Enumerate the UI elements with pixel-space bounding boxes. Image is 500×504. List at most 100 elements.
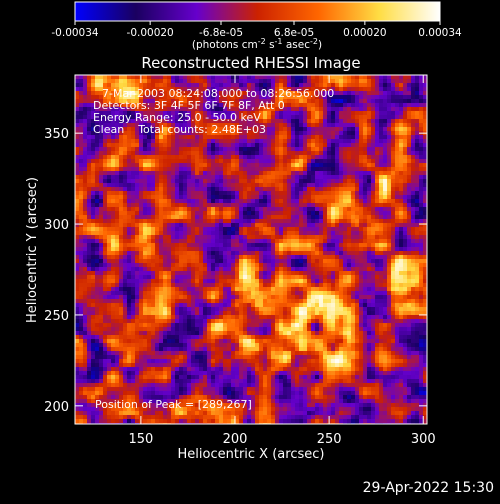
heatmap-cell bbox=[283, 211, 288, 216]
heatmap-cell bbox=[379, 175, 384, 180]
heatmap-cell bbox=[199, 147, 204, 152]
heatmap-cell bbox=[343, 215, 348, 220]
heatmap-cell bbox=[411, 159, 416, 164]
heatmap-cell bbox=[247, 175, 252, 180]
heatmap-cell bbox=[311, 179, 316, 184]
heatmap-cell bbox=[83, 263, 88, 268]
heatmap-cell bbox=[307, 211, 312, 216]
heatmap-cell bbox=[183, 295, 188, 300]
heatmap-cell bbox=[351, 175, 356, 180]
heatmap-cell bbox=[391, 219, 396, 224]
heatmap-cell bbox=[143, 187, 148, 192]
heatmap-cell bbox=[199, 231, 204, 236]
heatmap-cell bbox=[259, 203, 264, 208]
heatmap-cell bbox=[171, 187, 176, 192]
heatmap-cell bbox=[363, 195, 368, 200]
heatmap-cell bbox=[411, 251, 416, 256]
heatmap-cell bbox=[203, 223, 208, 228]
heatmap-cell bbox=[211, 199, 216, 204]
heatmap-cell bbox=[275, 147, 280, 152]
heatmap-cell bbox=[323, 231, 328, 236]
heatmap-cell bbox=[219, 295, 224, 300]
heatmap-cell bbox=[403, 247, 408, 252]
heatmap-cell bbox=[259, 279, 264, 284]
heatmap-cell bbox=[251, 231, 256, 236]
heatmap-cell bbox=[291, 183, 296, 188]
heatmap-cell bbox=[123, 267, 128, 272]
heatmap-cell bbox=[75, 175, 80, 180]
heatmap-cell bbox=[171, 139, 176, 144]
heatmap-cell bbox=[347, 119, 352, 124]
heatmap-cell bbox=[391, 187, 396, 192]
heatmap-cell bbox=[83, 191, 88, 196]
heatmap-cell bbox=[75, 99, 80, 104]
heatmap-cell bbox=[227, 243, 232, 248]
heatmap-cell bbox=[123, 283, 128, 288]
heatmap-cell bbox=[287, 203, 292, 208]
heatmap-cell bbox=[143, 175, 148, 180]
heatmap-cell bbox=[247, 207, 252, 212]
heatmap-cell bbox=[159, 203, 164, 208]
heatmap-cell bbox=[267, 151, 272, 156]
heatmap-cell bbox=[355, 263, 360, 268]
heatmap-cell bbox=[367, 151, 372, 156]
heatmap-cell bbox=[323, 267, 328, 272]
heatmap-cell bbox=[215, 207, 220, 212]
heatmap-cell bbox=[123, 255, 128, 260]
heatmap-cell bbox=[227, 235, 232, 240]
heatmap-cell bbox=[411, 195, 416, 200]
heatmap-cell bbox=[123, 183, 128, 188]
heatmap-cell bbox=[143, 199, 148, 204]
heatmap-cell bbox=[95, 299, 100, 304]
heatmap-cell bbox=[123, 171, 128, 176]
heatmap-cell bbox=[303, 187, 308, 192]
heatmap-cell bbox=[111, 207, 116, 212]
heatmap-cell bbox=[195, 159, 200, 164]
heatmap-cell bbox=[331, 183, 336, 188]
heatmap-cell bbox=[291, 263, 296, 268]
heatmap-cell bbox=[359, 91, 364, 96]
heatmap-cell bbox=[315, 271, 320, 276]
heatmap-cell bbox=[323, 139, 328, 144]
heatmap-cell bbox=[115, 255, 120, 260]
heatmap-cell bbox=[247, 251, 252, 256]
heatmap-cell bbox=[359, 271, 364, 276]
heatmap-cell bbox=[331, 231, 336, 236]
heatmap-cell bbox=[335, 291, 340, 296]
heatmap-cell bbox=[419, 259, 424, 264]
heatmap-cell bbox=[155, 239, 160, 244]
heatmap-cell bbox=[367, 83, 372, 88]
heatmap-cell bbox=[195, 215, 200, 220]
heatmap-cell bbox=[339, 75, 344, 80]
heatmap-cell bbox=[339, 163, 344, 168]
heatmap-cell bbox=[111, 279, 116, 284]
heatmap-cell bbox=[279, 295, 284, 300]
heatmap-cell bbox=[187, 267, 192, 272]
heatmap-cell bbox=[355, 215, 360, 220]
heatmap-cell bbox=[123, 247, 128, 252]
heatmap-cell bbox=[207, 263, 212, 268]
heatmap-cell bbox=[131, 159, 136, 164]
heatmap-cell bbox=[399, 175, 404, 180]
heatmap-cell bbox=[363, 175, 368, 180]
heatmap-cell bbox=[387, 127, 392, 132]
heatmap-cell bbox=[335, 207, 340, 212]
heatmap-cell bbox=[251, 183, 256, 188]
heatmap-cell bbox=[327, 255, 332, 260]
heatmap-cell bbox=[79, 255, 84, 260]
heatmap-cell bbox=[151, 203, 156, 208]
heatmap-cell bbox=[347, 247, 352, 252]
heatmap-cell bbox=[367, 271, 372, 276]
heatmap-cell bbox=[235, 207, 240, 212]
heatmap-cell bbox=[75, 283, 80, 288]
heatmap-cell bbox=[331, 179, 336, 184]
heatmap-cell bbox=[279, 135, 284, 140]
heatmap-cell bbox=[279, 283, 284, 288]
heatmap-cell bbox=[351, 79, 356, 84]
heatmap-cell bbox=[379, 195, 384, 200]
heatmap-cell bbox=[263, 231, 268, 236]
heatmap-cell bbox=[231, 295, 236, 300]
heatmap-cell bbox=[315, 231, 320, 236]
heatmap-cell bbox=[231, 235, 236, 240]
heatmap-cell bbox=[83, 195, 88, 200]
